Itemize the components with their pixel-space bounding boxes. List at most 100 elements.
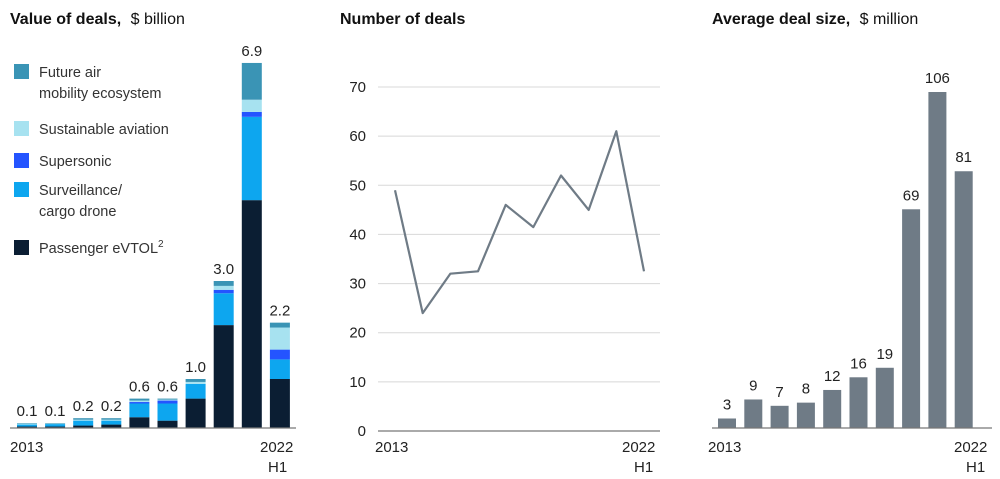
- y-tick-label: 10: [349, 374, 366, 391]
- y-tick-label: 70: [349, 79, 366, 96]
- value-bar-segment: [269, 322, 290, 328]
- legend-label: cargo drone: [39, 204, 116, 220]
- size-bar: [954, 171, 973, 428]
- y-tick-label: 40: [349, 226, 366, 243]
- size-chart-title-main: Average deal size,: [712, 11, 850, 28]
- legend-label: Future air: [39, 65, 101, 81]
- value-bar-segment: [157, 399, 178, 401]
- value-bar-segment: [101, 424, 122, 428]
- value-bar-segment: [185, 383, 206, 399]
- legend-swatch: [14, 64, 29, 79]
- size-bar: [875, 367, 894, 428]
- value-bar-segment: [101, 419, 122, 421]
- size-bar: [902, 209, 921, 428]
- value-chart-x-tick-last-sub: H1: [268, 459, 287, 476]
- deals-chart-x-tick-first: 2013: [375, 439, 408, 456]
- value-of-deals-panel: Value of deals, $ billion Future air mobi…: [10, 11, 296, 476]
- size-bar: [718, 418, 736, 428]
- size-bar: [928, 92, 947, 428]
- value-bar-segment: [73, 418, 94, 420]
- size-bar: [796, 402, 815, 428]
- value-bar-segment: [129, 403, 150, 418]
- legend-label: mobility ecosystem: [39, 86, 161, 102]
- value-bar-segment: [241, 200, 262, 428]
- size-bar-label: 7: [775, 384, 783, 401]
- value-bar-segment: [241, 62, 262, 100]
- legend-label: Surveillance/: [39, 183, 123, 199]
- value-bar-segment: [157, 400, 178, 404]
- average-deal-size-panel: Average deal size, $ million 3 9 7 8 12 16 19 6…: [708, 11, 992, 476]
- value-bar-segment: [213, 281, 234, 286]
- value-bar-segment: [213, 325, 234, 428]
- size-bar: [744, 399, 763, 428]
- y-tick-label: 20: [349, 325, 366, 342]
- y-tick-label: 50: [349, 177, 366, 194]
- y-tick-label: 30: [349, 276, 366, 293]
- value-bar-segment: [241, 111, 262, 117]
- value-chart-title: Value of deals, $ billion: [10, 11, 185, 28]
- value-bar-segment: [73, 425, 94, 428]
- value-bar-total-label: 0.2: [73, 398, 94, 415]
- value-bar-segment: [129, 402, 150, 404]
- value-bar-segment: [185, 381, 206, 384]
- value-bar-segment: [45, 424, 66, 427]
- value-bar-segment: [241, 99, 262, 112]
- value-bar-segment: [185, 379, 206, 382]
- value-bar-total-label: 3.0: [213, 261, 234, 278]
- legend-swatch: [14, 121, 29, 136]
- value-bar-segment: [185, 398, 206, 428]
- legend-swatch: [14, 240, 29, 255]
- deals-series-line: [393, 130, 646, 315]
- value-chart-x-tick-last: 2022: [260, 439, 293, 456]
- legend-swatch: [14, 153, 29, 168]
- value-bar-segment: [157, 398, 178, 400]
- size-bar-label: 3: [723, 396, 731, 413]
- size-chart-x-tick-last: 2022: [954, 439, 987, 456]
- value-bar-total-label: 0.6: [129, 379, 150, 396]
- size-bar-label: 8: [802, 381, 810, 398]
- value-chart-title-main: Value of deals,: [10, 11, 121, 28]
- value-bar-total-label: 1.0: [185, 359, 206, 376]
- value-bar-segment: [269, 359, 290, 379]
- value-bar-segment: [269, 327, 290, 350]
- value-bar-segment: [213, 293, 234, 326]
- value-bar-segment: [17, 426, 37, 428]
- value-bar-segment: [17, 423, 37, 425]
- size-chart-x-tick-first: 2013: [708, 439, 741, 456]
- value-bar-segment: [73, 420, 94, 426]
- value-bar-segment: [213, 285, 234, 290]
- value-bar-segment: [101, 418, 122, 420]
- size-bar-label: 81: [955, 149, 972, 166]
- y-tick-label: 0: [358, 423, 366, 440]
- value-bar-segment: [157, 403, 178, 421]
- size-bar-label: 12: [824, 368, 841, 385]
- size-chart-x-tick-last-sub: H1: [966, 459, 985, 476]
- value-bar-segment: [157, 420, 178, 428]
- value-bar-segment: [101, 420, 122, 425]
- value-bar-total-label: 0.1: [45, 403, 66, 420]
- size-bar-label: 16: [850, 355, 867, 372]
- legend-label: Sustainable aviation: [39, 122, 169, 138]
- size-bar: [823, 389, 842, 428]
- size-bar-label: 106: [925, 70, 950, 87]
- value-bar-total-label: 0.2: [101, 398, 122, 415]
- deals-chart-x-tick-last-sub: H1: [634, 459, 653, 476]
- value-bar-segment: [129, 398, 150, 401]
- value-bar-segment: [269, 349, 290, 360]
- legend-superscript: 2: [158, 239, 164, 250]
- value-bar-total-label: 2.2: [269, 303, 290, 320]
- size-bar-label: 69: [903, 187, 920, 204]
- deals-chart-title: Number of deals: [340, 11, 465, 28]
- value-chart-bars: 0.1 0.1 0.2 0.2 0.6 0.6 1.0 3.0 6.9 2.2: [17, 43, 290, 428]
- value-chart-title-unit: $ billion: [131, 11, 185, 28]
- deals-chart-x-tick-last: 2022: [622, 439, 655, 456]
- legend-swatch: [14, 182, 29, 197]
- size-chart-title: Average deal size, $ million: [712, 11, 918, 28]
- legend-label: Passenger eVTOL2: [39, 239, 164, 257]
- size-bar-label: 19: [876, 346, 893, 363]
- y-tick-label: 60: [349, 128, 366, 145]
- value-bar-total-label: 0.1: [17, 403, 38, 420]
- value-bar-segment: [129, 417, 150, 428]
- value-bar-total-label: 6.9: [241, 43, 262, 60]
